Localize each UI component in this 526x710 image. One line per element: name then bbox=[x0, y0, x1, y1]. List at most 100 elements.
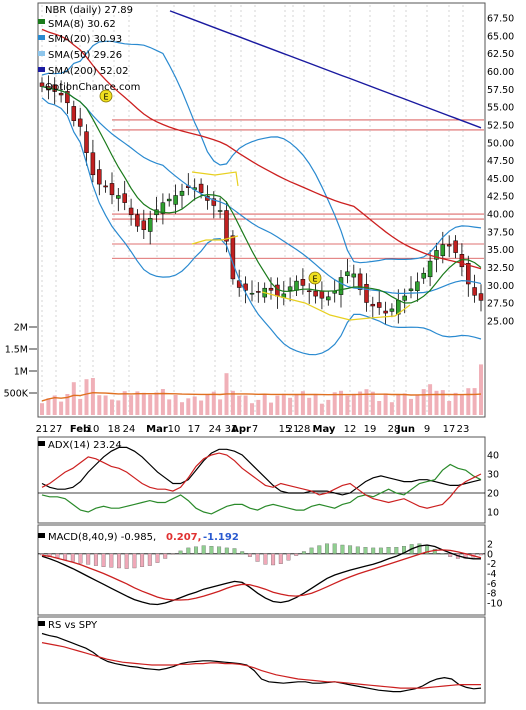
candle-body bbox=[338, 277, 344, 295]
macd-histogram-bar bbox=[432, 548, 437, 554]
x-tick-label: Feb bbox=[70, 424, 90, 435]
candle-body bbox=[313, 290, 318, 297]
volume-bar bbox=[351, 393, 356, 415]
candle-body bbox=[427, 260, 433, 278]
x-tick-label: 12 bbox=[344, 424, 357, 435]
volume-bar bbox=[358, 391, 363, 415]
volume-bar bbox=[319, 403, 324, 415]
macd-y-tick-label: 0 bbox=[487, 549, 493, 560]
volume-bar bbox=[332, 392, 337, 415]
volume-bar bbox=[237, 395, 242, 415]
macd-histogram-bar bbox=[363, 547, 368, 554]
x-tick-label: 9 bbox=[424, 424, 430, 435]
macd-histogram-bar bbox=[70, 553, 75, 562]
bollinger-lower-line bbox=[41, 97, 482, 356]
x-tick-label: 19 bbox=[364, 424, 377, 435]
macd-histogram-bar bbox=[440, 553, 445, 555]
candle-body bbox=[103, 185, 108, 188]
volume-bar bbox=[300, 391, 305, 415]
volume-bar bbox=[275, 395, 280, 415]
volume-bar bbox=[281, 393, 286, 415]
earnings-marker: E bbox=[99, 89, 113, 103]
adx-y-tick-label: 10 bbox=[487, 508, 499, 519]
volume-bar bbox=[116, 400, 121, 415]
volume-bar bbox=[52, 395, 57, 415]
candle-body bbox=[52, 84, 57, 92]
macd-histogram-bar bbox=[317, 545, 322, 555]
price-y-tick-label: 25.00 bbox=[487, 317, 514, 328]
volume-bar bbox=[466, 388, 471, 415]
candle-body bbox=[453, 240, 458, 253]
price-channel-upper bbox=[191, 171, 239, 187]
macd-histogram-bar bbox=[209, 546, 214, 555]
candle-body bbox=[179, 190, 185, 196]
price-y-tick-label: 67.50 bbox=[487, 14, 514, 25]
legend-sma50-swatch bbox=[38, 51, 45, 56]
candle-body bbox=[306, 290, 312, 292]
macd-histogram-bar bbox=[278, 553, 283, 564]
candle-body bbox=[230, 235, 236, 280]
volume-bar bbox=[377, 401, 382, 415]
volume-bar bbox=[415, 394, 420, 415]
x-tick-label: 24 bbox=[123, 424, 136, 435]
x-tick-label: 27 bbox=[50, 424, 63, 435]
macd-histogram-bar bbox=[402, 546, 406, 555]
volume-bar bbox=[307, 397, 312, 415]
macd-histogram-bar bbox=[101, 553, 106, 567]
legend-sma8: SMA(8) 30.62 bbox=[48, 19, 116, 30]
volume-bar bbox=[364, 389, 369, 415]
volume-y-tick-label: 2M bbox=[14, 323, 28, 334]
candle-body bbox=[135, 214, 140, 227]
volume-bar bbox=[447, 401, 452, 415]
price-y-tick-label: 27.50 bbox=[487, 299, 514, 310]
candle-body bbox=[408, 288, 414, 291]
macd-histogram-bar bbox=[40, 553, 44, 556]
candle-body bbox=[402, 295, 407, 301]
volume-bar bbox=[250, 403, 254, 415]
adx-y-tick-label: 20 bbox=[487, 489, 499, 500]
macd-histogram-bar bbox=[286, 553, 291, 561]
macd-signal-value: 0.207, bbox=[166, 532, 201, 543]
x-tick-label: Apr bbox=[231, 424, 251, 435]
candle-body bbox=[71, 106, 77, 121]
macd-histogram-bar bbox=[186, 547, 191, 554]
price-y-tick-label: 60.00 bbox=[487, 67, 514, 78]
adx-y-tick-label: 40 bbox=[487, 451, 499, 462]
candle-body bbox=[370, 303, 376, 307]
volume-bar bbox=[205, 394, 210, 415]
x-tick-label: 24 bbox=[209, 424, 222, 435]
price-y-tick-label: 57.50 bbox=[487, 85, 514, 96]
sma50-line bbox=[41, 28, 482, 270]
x-tick-label: 10 bbox=[168, 424, 181, 435]
price-y-tick-label: 32.50 bbox=[487, 263, 514, 274]
svg-text:E: E bbox=[312, 275, 317, 284]
candle-body bbox=[357, 273, 363, 290]
macd-histogram-bar bbox=[263, 553, 268, 565]
volume-bar bbox=[180, 402, 184, 415]
x-tick-label: 18 bbox=[108, 424, 121, 435]
legend-sma200-swatch bbox=[38, 67, 45, 72]
volume-bar bbox=[65, 394, 70, 415]
price-channel-lower-2 bbox=[261, 291, 411, 321]
macd-signal-line bbox=[41, 549, 482, 601]
candle-body bbox=[173, 195, 178, 205]
macd-histogram-bar bbox=[255, 553, 260, 562]
candle-body bbox=[300, 279, 306, 286]
volume-bar bbox=[434, 390, 439, 415]
price-panel-frame bbox=[37, 2, 486, 418]
candle-body bbox=[440, 244, 446, 257]
macd-histogram-bar bbox=[240, 551, 245, 555]
x-tick-label: Mar bbox=[146, 424, 168, 435]
sma8-line bbox=[41, 85, 482, 304]
macd-histogram-bar bbox=[155, 553, 160, 563]
volume-bar bbox=[173, 395, 178, 415]
price-y-tick-label: 42.50 bbox=[487, 192, 514, 203]
macd-histogram-bar bbox=[394, 547, 399, 554]
volume-bar bbox=[256, 399, 261, 415]
macd-title-swatch bbox=[38, 533, 45, 538]
volume-bar bbox=[135, 391, 140, 415]
watermark: OptionChance.com bbox=[45, 82, 140, 93]
candle-body bbox=[116, 195, 121, 199]
macd-histogram-bar bbox=[247, 553, 252, 557]
